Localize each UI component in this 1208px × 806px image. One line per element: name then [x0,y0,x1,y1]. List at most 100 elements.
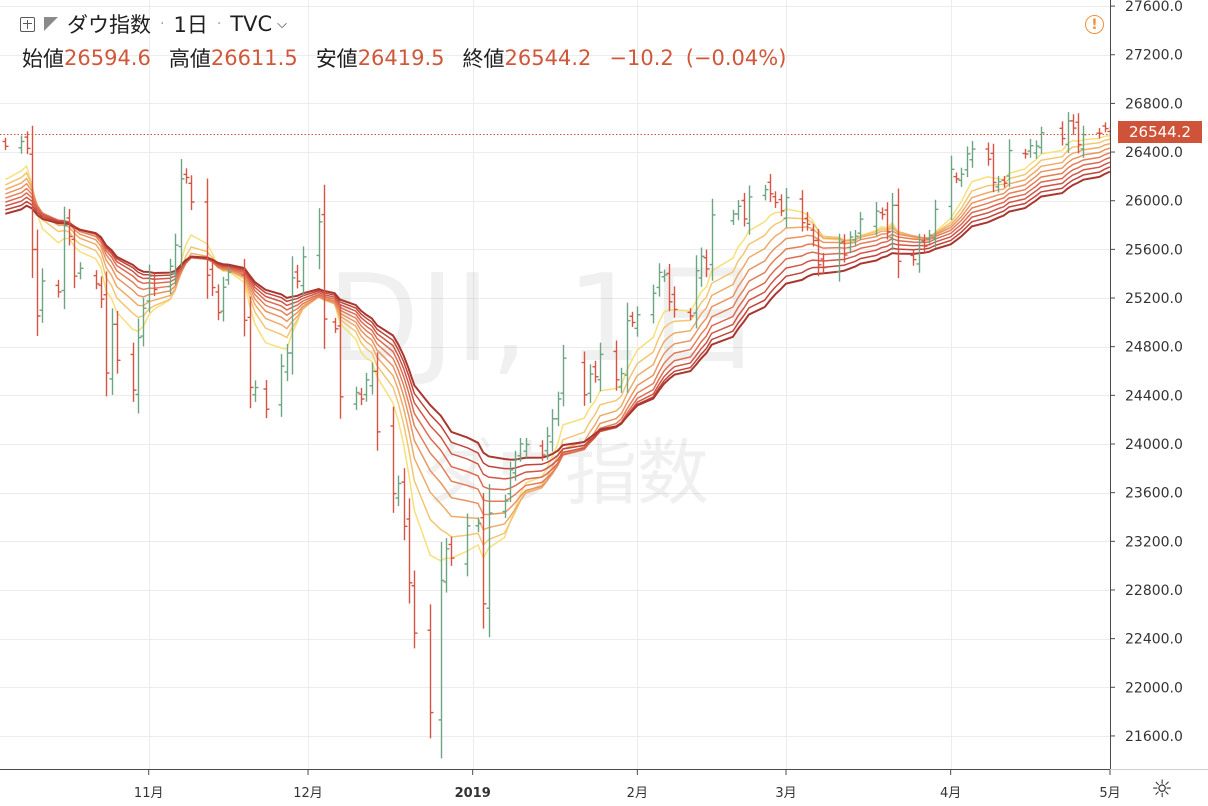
ohlc-bar [523,437,530,458]
ohlc-bar [241,258,248,337]
ohlc-bar [1027,138,1034,158]
ohlc-bars [2,112,1114,759]
ohlc-bar [178,159,185,267]
ohlc-bar [985,142,992,166]
ohlc-bar [332,317,339,333]
ohlc-bar [1038,126,1045,154]
ohlc-bar [363,372,370,402]
ohlc-bar [358,387,365,406]
ohlc-bar [34,229,41,336]
ema-line [5,170,1111,461]
ohlc-bar [555,391,562,427]
open-value: 26594.6 [64,46,151,70]
ohlc-bar [916,233,923,273]
ohlc-bar [804,211,811,231]
change-percent: (−0.04%) [685,46,787,70]
ohlc-bar [1096,128,1103,139]
ohlc-bar [71,227,78,289]
ohlc-bar [225,267,232,285]
y-tick-label: 22400.0 [1125,632,1183,648]
ohlc-bar [448,536,455,566]
low-value: 26419.5 [357,46,445,70]
ohlc-bar [932,199,939,248]
ohlc-bar [188,175,195,211]
ohlc-bar [772,191,779,208]
y-tick-label: 25200.0 [1125,291,1183,307]
ohlc-bar [661,269,668,282]
ohlc-bar [921,234,928,253]
ohlc-bar [964,146,971,178]
ohlc-bar [656,263,663,297]
ohlc-bar [140,297,147,347]
ohlc-bar [1075,113,1082,154]
y-tick-label: 26800.0 [1125,96,1183,112]
ohlc-bar [539,440,546,461]
ohlc-bar [926,229,933,245]
ohlc-bar [953,172,960,184]
ohlc-bar [39,268,46,323]
ohlc-row: 始値 26594.6 高値 26611.5 安値 26419.5 終値 2654… [22,43,798,73]
ohlc-bar [1059,121,1066,146]
ohlc-bar [247,296,254,409]
ohlc-bar [815,229,822,277]
ohlc-bar [879,207,886,220]
ohlc-bar [183,168,190,184]
ohlc-bar [741,192,748,227]
ohlc-bar [401,468,408,541]
ohlc-bar [130,342,137,402]
ema-line [5,156,1111,491]
ohlc-bar [703,249,710,278]
symbol-name[interactable]: ダウ指数 [67,13,151,37]
ohlc-bar [167,258,174,295]
close-value: 26544.2 [504,46,592,70]
ohlc-bar [2,137,9,151]
x-tick-label: 5月 [1099,786,1120,801]
gear-icon[interactable]: ☼ [1151,775,1173,803]
ohlc-bar [1065,112,1072,154]
ohlc-bar [517,437,524,462]
y-tick-label: 24000.0 [1125,437,1183,453]
ohlc-bar [587,364,594,404]
ohlc-bar [66,208,73,246]
ohlc-bar [560,345,567,407]
plus-square-icon[interactable] [20,16,35,32]
ohlc-bar [624,302,631,393]
ohlc-bar [687,308,694,321]
ohlc-bar [98,276,105,308]
open-label: 始値 [22,47,64,71]
ohlc-bar [390,406,397,513]
x-tick-label: 4月 [940,786,961,801]
last-price-badge: 26544.2 [1118,121,1202,143]
y-tick-label: 23200.0 [1125,534,1183,550]
exclamation-circle-icon[interactable]: ! [1085,15,1104,34]
ohlc-bar [337,303,344,419]
y-tick-label: 27600.0 [1125,0,1183,15]
ohlc-bar [884,202,891,240]
symbol-row: ダウ指数 · 1日 · TVC ⌵ [20,9,287,39]
ohlc-bar [841,234,848,263]
separator: · [216,16,222,32]
ohlc-bar [1033,140,1040,159]
x-tick-label: 2019 [455,786,491,801]
ohlc-bar [969,140,976,168]
separator: · [160,16,165,32]
ohlc-bar [316,208,323,270]
y-tick-label: 23600.0 [1125,486,1183,502]
ohlc-bar [666,263,673,312]
y-tick-label: 25600.0 [1125,242,1183,258]
chevron-down-icon[interactable]: ⌵ [277,16,287,32]
ohlc-bar [427,604,434,739]
low-label: 安値 [315,47,358,71]
interval-label[interactable]: 1日 [173,13,208,37]
ohlc-bar [502,494,509,519]
ohlc-bar [948,155,955,221]
ohlc-bar [783,187,790,228]
ohlc-bar [836,233,843,282]
ohlc-bar [507,461,514,503]
exchange-label[interactable]: TVC [230,12,273,36]
x-tick-label: 12月 [293,786,323,801]
ohlc-bar [990,143,997,193]
ohlc-bar [910,249,917,266]
